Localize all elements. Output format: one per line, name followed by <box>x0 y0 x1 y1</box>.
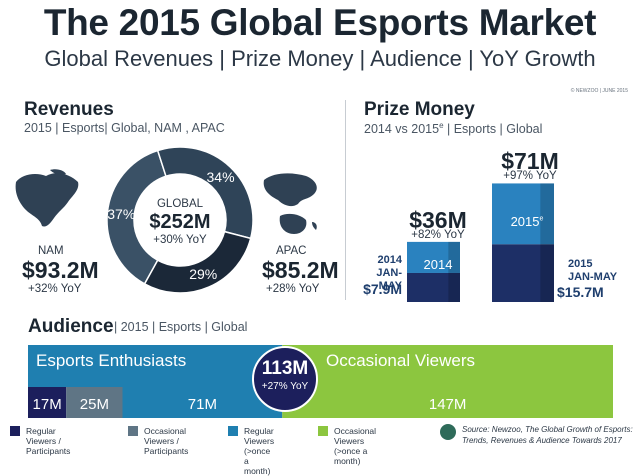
legend-swatch <box>318 426 328 436</box>
legend-item: Regular Viewers (>once a month) <box>244 426 275 476</box>
donut-slice <box>143 230 252 294</box>
prize-money-chart <box>407 183 554 302</box>
prize-2015-janmay: 2015 JAN-MAY <box>568 258 618 283</box>
prize-bar-janmay <box>407 272 460 302</box>
occasional-band <box>282 345 613 387</box>
donut-center <box>135 175 225 265</box>
prize-bar-shade <box>540 183 554 302</box>
page-title: The 2015 Global Esports Market <box>43 2 597 43</box>
audience-chart: 17M 25M 71M 147M <box>28 345 613 418</box>
enthusiasts-band <box>28 345 283 387</box>
apac-label: APAC <box>276 245 307 257</box>
audience-segment-label: 71M <box>188 396 217 413</box>
donut-slice-label: 29% <box>189 266 217 282</box>
prize-bar-shade <box>448 241 460 302</box>
prize-2014-janmay: 2014 JAN-MAY <box>376 254 402 292</box>
nam-value: $93.2M <box>22 257 99 283</box>
prize-bar-total <box>407 241 460 273</box>
audience-total-circle <box>252 346 318 412</box>
audience-segment <box>282 387 613 418</box>
donut-center-growth: +30% YoY <box>153 234 207 246</box>
donut-slice-label: 34% <box>207 169 235 185</box>
legend-swatch <box>128 426 138 436</box>
donut-slice-label: 37% <box>107 206 135 222</box>
revenue-donut: 37% 34% 29% <box>106 146 254 294</box>
source-note: Source: Newzoo, The Global Growth of Esp… <box>462 425 633 445</box>
page-subtitle: Global Revenues | Prize Money | Audience… <box>44 46 596 71</box>
asia-pacific-map-icon <box>263 173 317 234</box>
occasional-label: Occasional Viewers <box>326 351 475 370</box>
revenues-title: Revenues <box>24 99 114 120</box>
prize-title: Prize Money <box>364 99 475 120</box>
nam-label: NAM <box>38 245 64 257</box>
prize-2015-growth: +97% YoY <box>503 170 557 182</box>
prize-bar-total <box>492 183 554 245</box>
enthusiasts-label: Esports Enthusiasts <box>36 351 187 370</box>
legend-swatch <box>10 426 20 436</box>
legend-item: Regular Viewers / Participants <box>26 426 71 456</box>
audience-title: Audience <box>28 316 114 337</box>
prize-2015-total: $71M <box>501 148 559 174</box>
apac-growth: +28% YoY <box>266 283 320 295</box>
legend-item: Occasional Viewers / Participants <box>144 426 189 456</box>
apac-value: $85.2M <box>262 257 339 283</box>
prize-2015-bar-label: 2015e <box>510 214 544 229</box>
audience-segment <box>66 387 123 418</box>
prize-bar-janmay <box>492 244 554 302</box>
audience-segment-label: 25M <box>80 396 109 413</box>
donut-center-label: GLOBAL <box>156 198 204 210</box>
prize-2014-bar-label: 2014 <box>423 257 453 272</box>
legend-item: Occasional Viewers (>once a month) <box>334 426 377 466</box>
audience-segment-label: 17M <box>33 396 62 413</box>
prize-2015-janmay-value: $15.7M <box>557 284 604 300</box>
prize-2014-growth: +82% YoY <box>411 229 465 241</box>
prize-2014-total: $36M <box>409 207 467 233</box>
legend-swatch <box>228 426 238 436</box>
north-america-map-icon <box>15 169 79 227</box>
nam-growth: +32% YoY <box>28 283 82 295</box>
credit: © NEWZOO | JUNE 2015 <box>570 88 628 94</box>
audience-total-growth: +27% YoY <box>261 381 309 392</box>
section-divider <box>345 100 346 300</box>
audience-segment-label: 147M <box>429 396 467 413</box>
revenues-subtitle: 2015 | Esports| Global, NAM , APAC <box>24 121 225 135</box>
prize-2014-janmay-value: $7.9M <box>363 281 402 297</box>
audience-total: 113M <box>261 358 309 379</box>
newzoo-logo-icon <box>440 424 456 440</box>
audience-subtitle: | 2015 | Esports | Global <box>114 320 248 334</box>
donut-slice <box>106 149 167 285</box>
prize-subtitle: 2014 vs 2015e | Esports | Global <box>364 121 543 137</box>
donut-center-value: $252M <box>149 211 211 233</box>
audience-segment <box>28 387 67 418</box>
